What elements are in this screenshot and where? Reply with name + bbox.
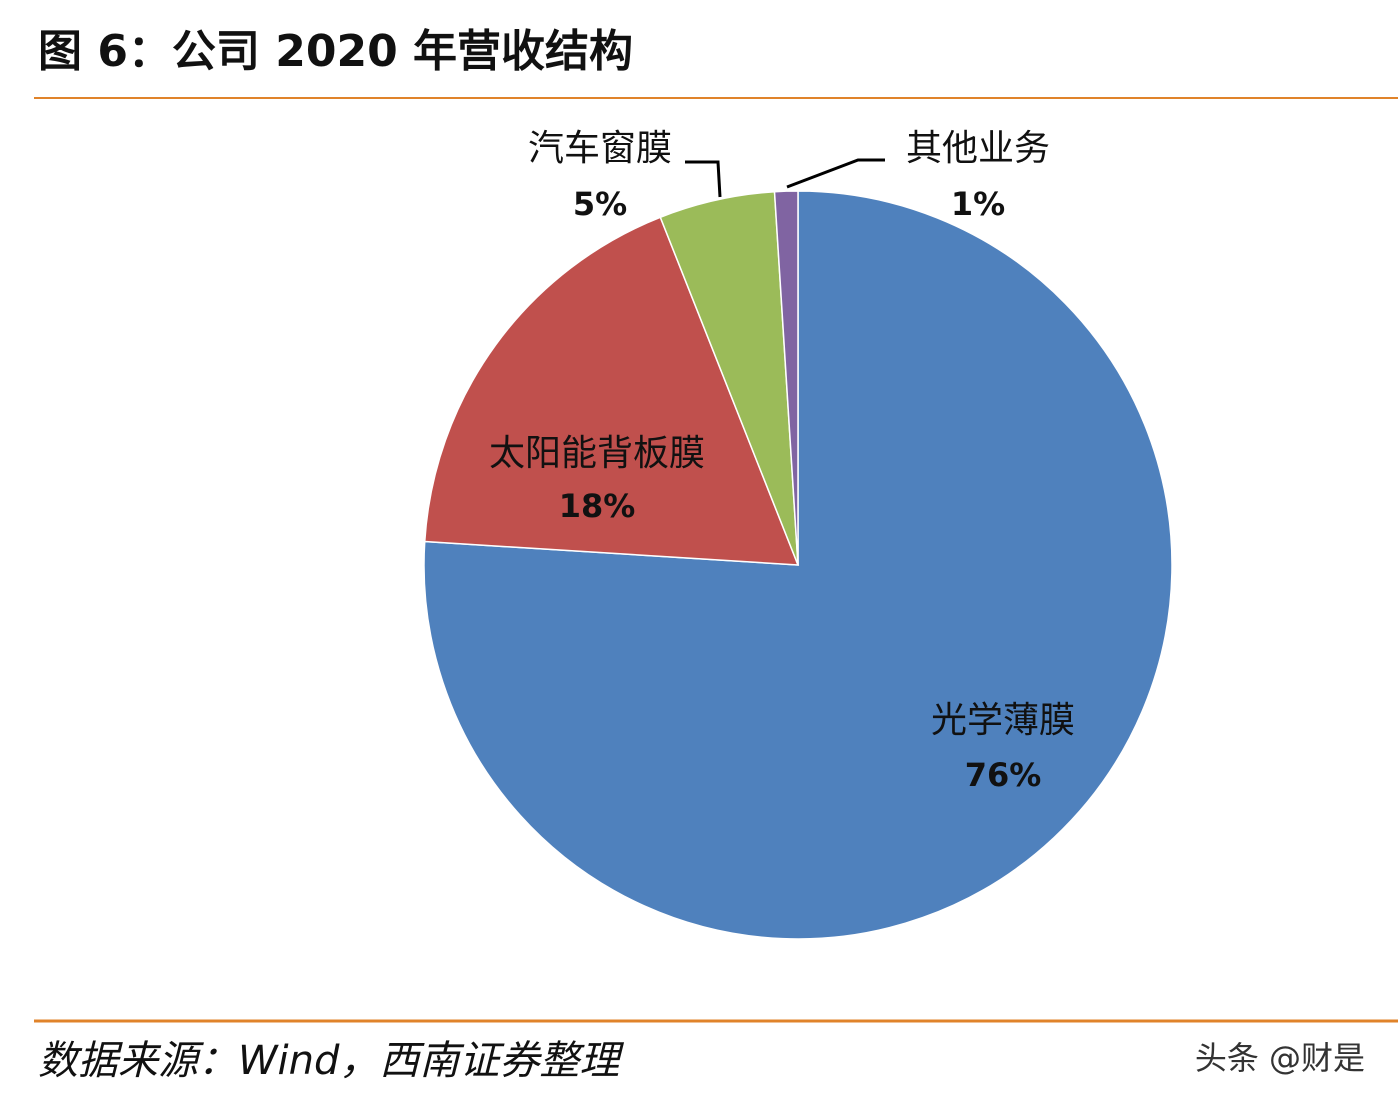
value-label: 18% [559,487,636,525]
source: 数据来源：Wind，西南证券整理 [38,1038,624,1084]
value-label: 76% [965,756,1042,794]
value-label: 5% [573,185,627,223]
slice-label: 太阳能背板膜 [489,433,705,474]
leader-line [685,160,722,198]
slice-label: 其他业务 [906,128,1050,169]
watermark: 头条 @财是 [1195,1039,1365,1077]
pie-slice [773,190,799,566]
title: 图 6：公司 2020 年营收结构 [38,26,633,77]
slice-label: 光学薄膜 [931,700,1075,741]
slice-label: 汽车窗膜 [528,128,672,169]
value-label: 1% [951,185,1005,223]
leader-line [786,158,885,189]
pie-slice [423,216,800,566]
